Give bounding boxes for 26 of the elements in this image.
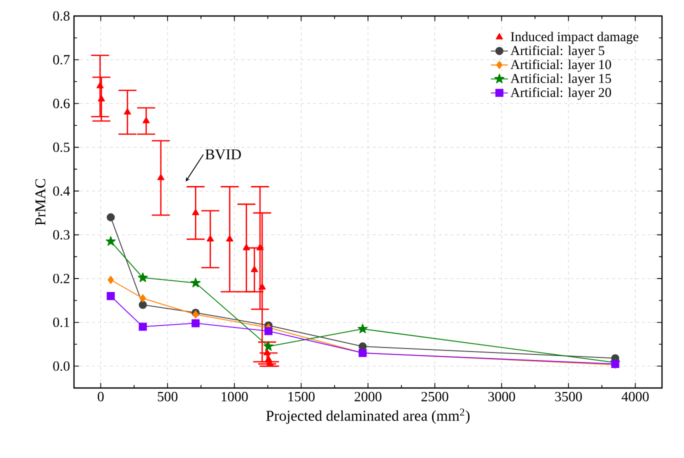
x-tick-label: 1000 bbox=[222, 392, 248, 402]
legend-label: Induced impact damage bbox=[510, 32, 638, 44]
x-tick-label: 2500 bbox=[421, 392, 448, 402]
y-tick-label: 0.7 bbox=[53, 55, 70, 65]
x-tick-label: 2000 bbox=[354, 392, 382, 402]
y-tick-label: 0.8 bbox=[53, 11, 70, 21]
x-tick-label: 4000 bbox=[622, 392, 649, 402]
y-tick-label: 0.0 bbox=[53, 361, 70, 371]
x-tick-label: 0 bbox=[98, 392, 104, 402]
x-tick-label: 3000 bbox=[488, 392, 516, 402]
x-tick-label: 1500 bbox=[288, 392, 315, 402]
x-tick-label: 3500 bbox=[555, 392, 582, 402]
x-axis-title: Projected delaminated area (mm$^{2}$) bbox=[266, 408, 470, 424]
legend-label: Artificial: layer 15 bbox=[510, 73, 612, 86]
y-tick-label: 0.6 bbox=[53, 98, 70, 108]
y-axis-title: PrMAC bbox=[35, 179, 46, 226]
annotation: BVID bbox=[205, 149, 241, 160]
x-tick-label: 500 bbox=[158, 392, 178, 402]
legend-label: Artificial: layer 5 bbox=[510, 46, 604, 58]
y-tick-label: 0.5 bbox=[53, 142, 70, 152]
legend-label: Artificial: layer 20 bbox=[510, 87, 612, 100]
y-tick-label: 0.3 bbox=[53, 230, 70, 240]
y-tick-label: 0.4 bbox=[53, 186, 70, 196]
y-tick-label: 0.2 bbox=[53, 274, 70, 284]
y-tick-label: 0.1 bbox=[53, 318, 70, 328]
legend-label: Artificial: layer 10 bbox=[510, 60, 612, 72]
